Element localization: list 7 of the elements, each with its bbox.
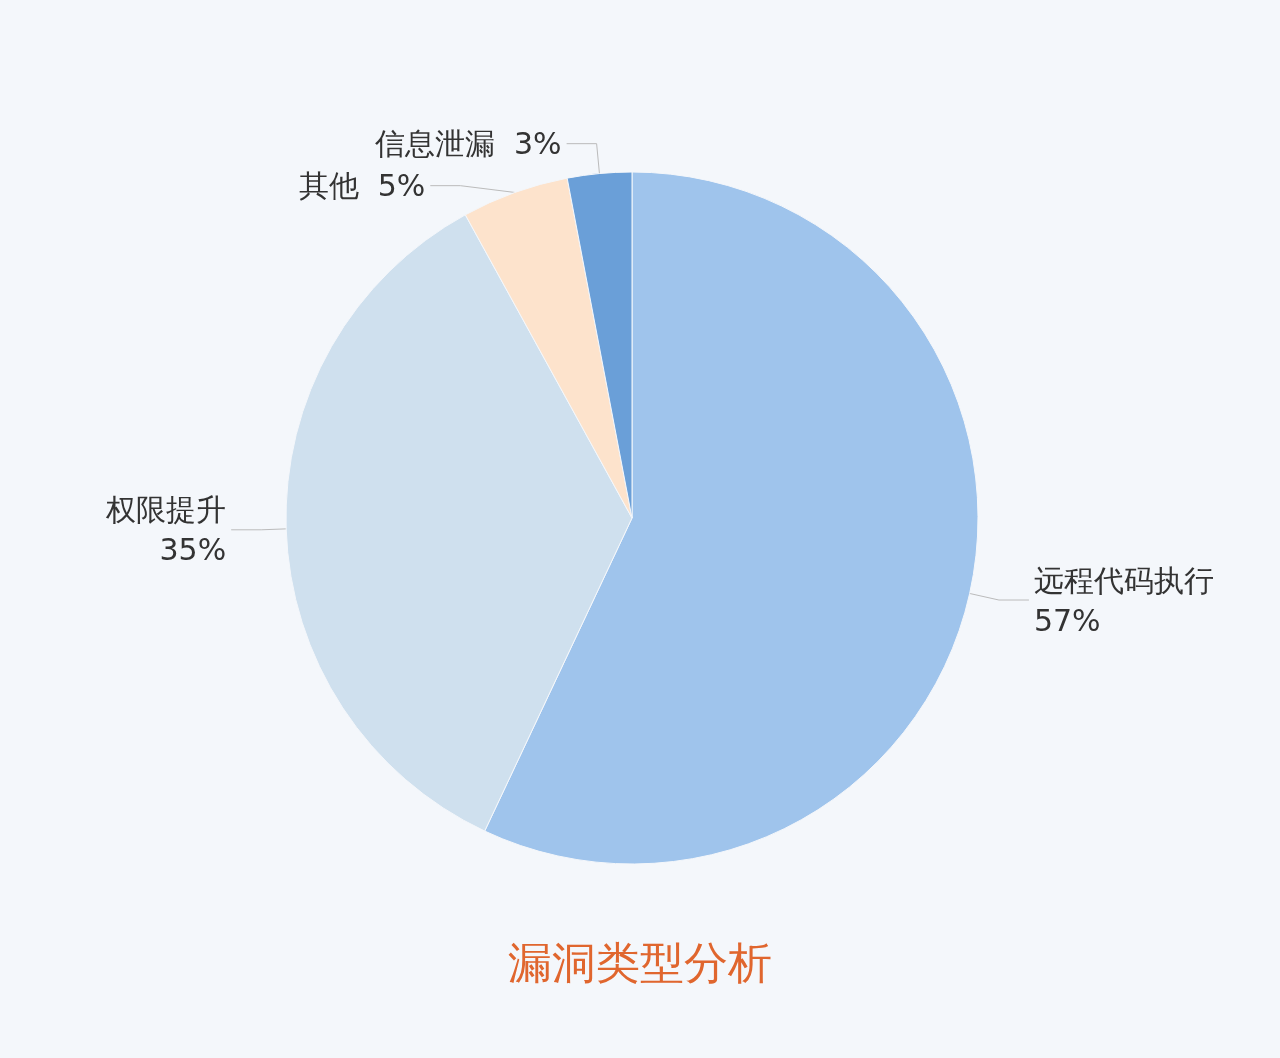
slice-label: 其他 5% — [298, 168, 426, 204]
text: 漏洞类型分析 — [508, 936, 772, 988]
slice-label: 信息泄漏 3% — [374, 126, 562, 162]
data-label: 35% — [159, 532, 227, 568]
slice-label: 远程代码执行 — [1033, 562, 1214, 598]
slice-label: 权限提升 — [105, 492, 227, 528]
data-label: 57% — [1033, 602, 1101, 638]
